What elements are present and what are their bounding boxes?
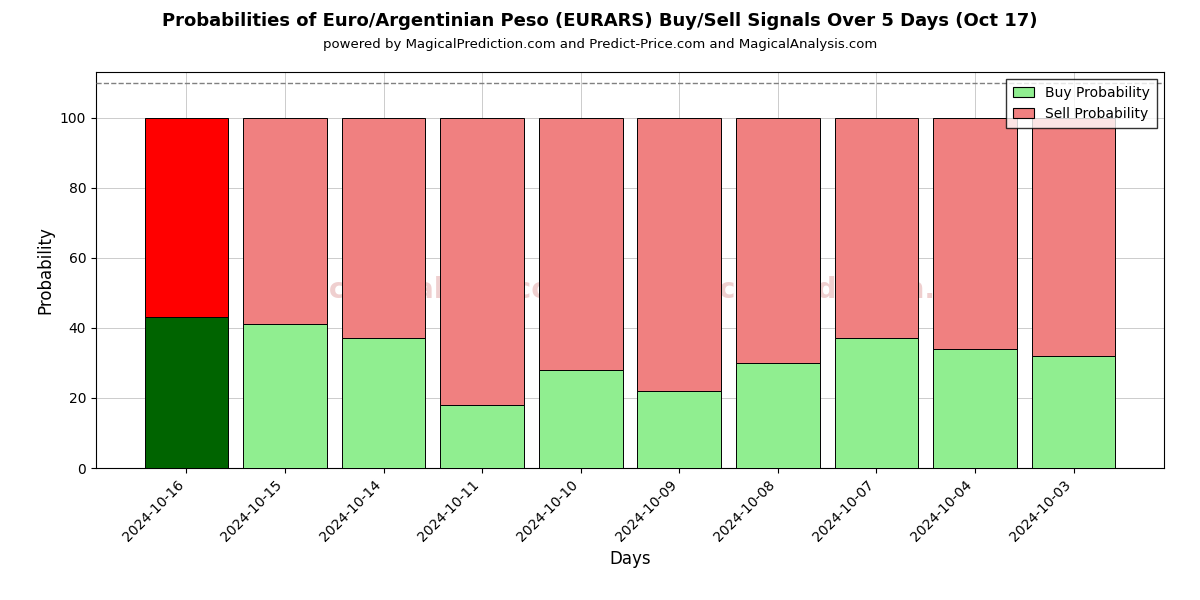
Text: powered by MagicalPrediction.com and Predict-Price.com and MagicalAnalysis.com: powered by MagicalPrediction.com and Pre… xyxy=(323,38,877,51)
Bar xyxy=(440,405,524,468)
Bar xyxy=(736,363,820,468)
X-axis label: Days: Days xyxy=(610,550,650,568)
Bar xyxy=(934,349,1016,468)
Legend: Buy Probability, Sell Probability: Buy Probability, Sell Probability xyxy=(1007,79,1157,128)
Bar xyxy=(1032,118,1116,356)
Bar xyxy=(834,118,918,338)
Bar xyxy=(637,118,721,391)
Bar xyxy=(144,317,228,468)
Bar xyxy=(440,118,524,405)
Bar xyxy=(637,391,721,468)
Text: Probabilities of Euro/Argentinian Peso (EURARS) Buy/Sell Signals Over 5 Days (Oc: Probabilities of Euro/Argentinian Peso (… xyxy=(162,12,1038,30)
Y-axis label: Probability: Probability xyxy=(36,226,54,314)
Text: MagicalPrediction.com: MagicalPrediction.com xyxy=(644,276,1001,304)
Bar xyxy=(342,118,426,338)
Bar xyxy=(934,118,1016,349)
Bar xyxy=(834,338,918,468)
Bar xyxy=(244,118,326,325)
Bar xyxy=(144,118,228,317)
Bar xyxy=(736,118,820,363)
Bar xyxy=(342,338,426,468)
Text: MagicalAnalysis.com: MagicalAnalysis.com xyxy=(253,276,580,304)
Bar xyxy=(539,118,623,370)
Bar xyxy=(244,325,326,468)
Bar xyxy=(539,370,623,468)
Bar xyxy=(1032,356,1116,468)
